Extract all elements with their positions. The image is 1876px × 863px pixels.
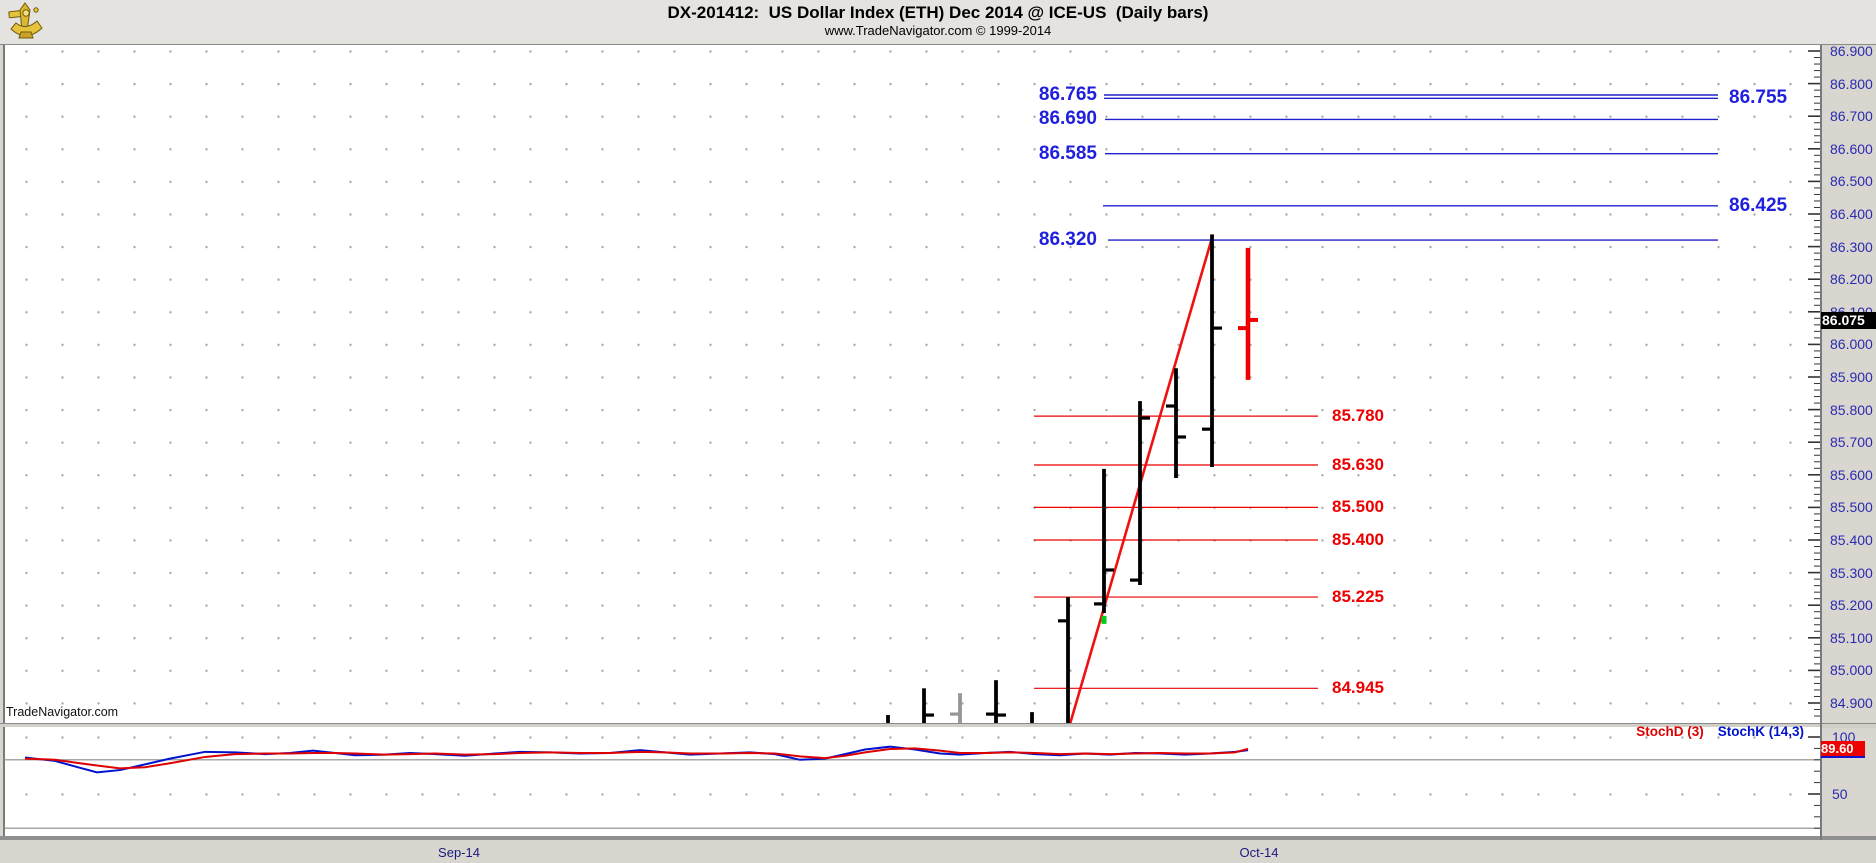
price-axis-border: [1820, 45, 1822, 840]
last-price-badge: 86.075: [1821, 311, 1876, 329]
stoch-series-StochD (3): [24, 747, 1249, 770]
ohlc-bar-1: [922, 688, 934, 723]
time-axis-strip[interactable]: [0, 840, 1876, 863]
chart-title: DX-201412: US Dollar Index (ETH) Dec 201…: [667, 3, 1209, 22]
month-label-Oct-14: Oct-14: [1239, 845, 1279, 860]
watermark-text: TradeNavigator.com: [6, 705, 119, 719]
axis-tick-layer: [1808, 50, 1820, 829]
ohlc-bar-6: [1094, 468, 1114, 614]
stoch-k-legend-label: StochK (14,3): [1717, 724, 1804, 739]
ohlc-bar-5: [1058, 597, 1070, 723]
stoch-plot-layer: [3, 745, 1820, 829]
price-chart-panel[interactable]: [3, 45, 1822, 723]
ohlc-bar-9: [1202, 234, 1222, 467]
ohlc-bar-8: [1166, 368, 1186, 479]
stoch-panel-bottom-border: [0, 836, 1876, 840]
ohlc-bar-10: [1238, 247, 1258, 380]
chart-title-bar: DX-201412: US Dollar Index (ETH) Dec 201…: [0, 0, 1876, 45]
ohlc-bar-2: [950, 693, 962, 723]
stoch-legend: StochD (3) StochK (14,3): [1636, 724, 1804, 739]
ohlc-bar-3: [986, 680, 1006, 723]
buy-signal-marker: [1101, 615, 1107, 624]
stoch-value-badge: 89.60: [1821, 740, 1865, 758]
panel-splitter[interactable]: [0, 723, 1876, 728]
trade-navigator-logo-icon: [8, 2, 43, 39]
stoch-d-legend-label: StochD (3): [1636, 724, 1704, 739]
month-label-Sep-14: Sep-14: [438, 845, 480, 860]
stochastics-panel[interactable]: [3, 727, 1822, 836]
chart-subtitle: www.TradeNavigator.com © 1999-2014: [824, 23, 1052, 38]
ohlc-bar-7: [1130, 401, 1150, 585]
price-plot-layer: [886, 94, 1718, 723]
